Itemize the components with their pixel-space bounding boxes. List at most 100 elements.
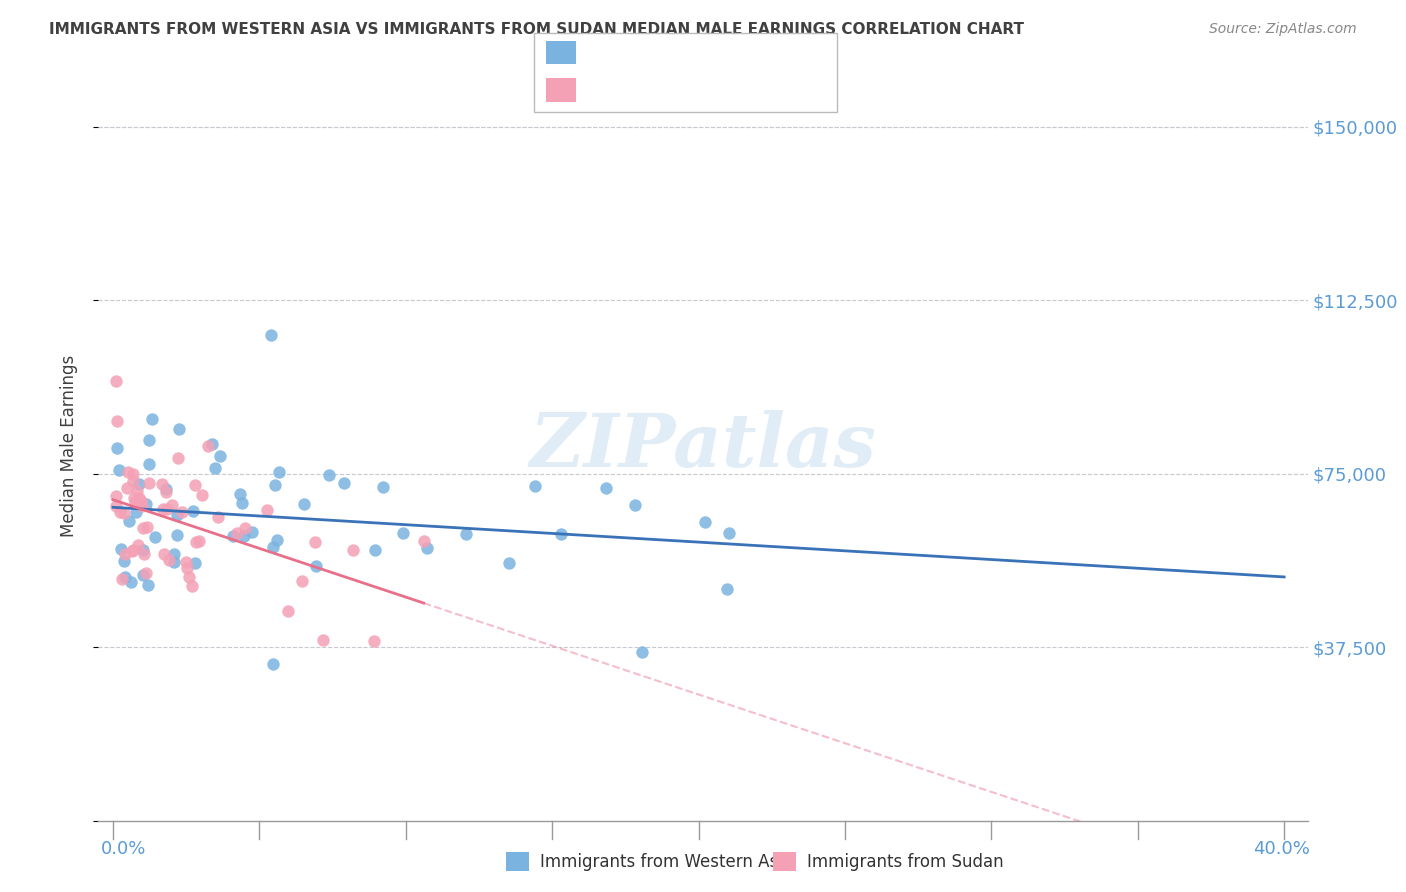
Point bbox=[122, 475, 145, 489]
Point bbox=[128, 491, 150, 505]
Point bbox=[155, 502, 177, 516]
Point bbox=[181, 579, 204, 593]
Text: -0.382: -0.382 bbox=[619, 81, 683, 99]
Point bbox=[624, 498, 647, 512]
Point bbox=[416, 541, 439, 555]
Point bbox=[363, 634, 385, 648]
Point bbox=[373, 480, 395, 494]
Point bbox=[333, 476, 356, 491]
Text: 40.0%: 40.0% bbox=[1254, 840, 1310, 858]
Point bbox=[155, 485, 177, 500]
Point bbox=[226, 526, 249, 541]
Point bbox=[132, 521, 155, 535]
Point bbox=[124, 491, 146, 506]
Point bbox=[292, 497, 315, 511]
Text: Immigrants from Sudan: Immigrants from Sudan bbox=[807, 853, 1004, 871]
Point bbox=[128, 476, 150, 491]
Text: 57: 57 bbox=[735, 44, 761, 62]
Point bbox=[136, 578, 159, 592]
Point bbox=[716, 582, 738, 596]
Point bbox=[167, 422, 190, 436]
Point bbox=[717, 525, 740, 540]
Point bbox=[550, 527, 572, 541]
Point bbox=[105, 414, 128, 428]
Point bbox=[118, 514, 141, 528]
Text: N =: N = bbox=[700, 44, 740, 62]
Point bbox=[150, 476, 173, 491]
Point bbox=[201, 437, 224, 451]
Point bbox=[104, 374, 127, 388]
Point bbox=[162, 498, 184, 512]
Point bbox=[162, 547, 184, 561]
Point bbox=[695, 515, 717, 529]
Point bbox=[277, 604, 299, 618]
Point bbox=[153, 547, 176, 561]
Point bbox=[111, 572, 134, 586]
Point bbox=[176, 561, 198, 575]
Point bbox=[342, 543, 364, 558]
Point bbox=[125, 504, 148, 518]
Point bbox=[304, 534, 326, 549]
Point bbox=[262, 657, 284, 672]
Point bbox=[595, 482, 617, 496]
Text: 55: 55 bbox=[735, 81, 761, 99]
Point bbox=[498, 556, 520, 570]
Point bbox=[132, 542, 155, 557]
Point bbox=[318, 467, 340, 482]
Point bbox=[311, 633, 333, 648]
Point bbox=[232, 529, 254, 543]
Point bbox=[117, 465, 139, 479]
Text: -0.525: -0.525 bbox=[619, 44, 683, 62]
Point bbox=[167, 450, 190, 465]
Text: Immigrants from Western Asia: Immigrants from Western Asia bbox=[540, 853, 793, 871]
Text: 0.0%: 0.0% bbox=[101, 840, 146, 858]
Point bbox=[120, 575, 142, 590]
Point bbox=[191, 488, 214, 502]
Text: ZIPatlas: ZIPatlas bbox=[530, 409, 876, 483]
Point bbox=[262, 540, 284, 554]
Point bbox=[166, 508, 188, 522]
Point bbox=[630, 644, 652, 658]
Point bbox=[157, 553, 180, 567]
Point bbox=[207, 509, 229, 524]
Point bbox=[138, 434, 160, 448]
Point bbox=[181, 504, 204, 518]
Point bbox=[127, 537, 149, 551]
Point bbox=[132, 568, 155, 582]
Y-axis label: Median Male Earnings: Median Male Earnings bbox=[59, 355, 77, 537]
Point bbox=[222, 529, 245, 543]
Point bbox=[155, 482, 177, 496]
Point bbox=[114, 548, 136, 562]
Point bbox=[112, 506, 135, 520]
Point bbox=[105, 441, 128, 455]
Point bbox=[105, 500, 128, 514]
Point bbox=[523, 479, 546, 493]
Point bbox=[233, 521, 256, 535]
Text: R =: R = bbox=[585, 81, 624, 99]
Point bbox=[392, 525, 415, 540]
Point bbox=[131, 494, 153, 508]
Point bbox=[132, 547, 155, 561]
Point bbox=[204, 461, 226, 475]
Point bbox=[263, 478, 285, 492]
Point bbox=[183, 477, 205, 491]
Point bbox=[108, 463, 131, 477]
Point bbox=[135, 566, 157, 580]
Point bbox=[456, 527, 478, 541]
Point bbox=[112, 554, 135, 568]
Point bbox=[125, 483, 148, 498]
Point bbox=[412, 533, 434, 548]
Point bbox=[256, 503, 278, 517]
Point bbox=[208, 450, 231, 464]
Point bbox=[174, 555, 197, 569]
Point bbox=[135, 497, 157, 511]
Point bbox=[152, 501, 174, 516]
Text: Source: ZipAtlas.com: Source: ZipAtlas.com bbox=[1209, 22, 1357, 37]
Point bbox=[115, 481, 138, 495]
Point bbox=[184, 557, 207, 571]
Text: N =: N = bbox=[700, 81, 740, 99]
Point bbox=[131, 499, 153, 513]
Point bbox=[266, 533, 288, 547]
Point bbox=[229, 487, 252, 501]
Point bbox=[240, 524, 263, 539]
